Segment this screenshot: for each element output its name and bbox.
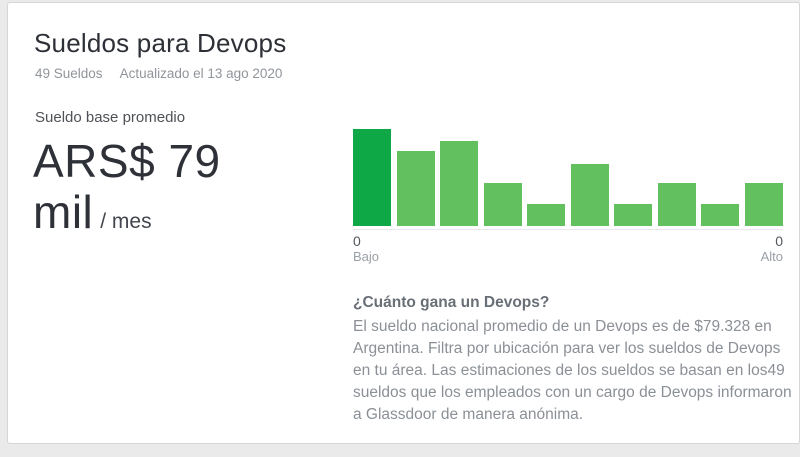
histogram-bar-7[interactable] [614, 204, 653, 226]
chart-axis-line [353, 229, 783, 230]
salary-distribution-chart: 0 0 Bajo Alto [353, 129, 783, 264]
salary-base-label: Sueldo base promedio [35, 109, 186, 126]
page-title: Sueldos para Devops [34, 28, 287, 58]
salary-per-month: / mes [100, 210, 152, 233]
meta-row: 49 Sueldos Actualizado el 13 ago 2020 [35, 66, 282, 81]
histogram-bar-1[interactable] [353, 129, 391, 226]
salary-histogram [353, 129, 783, 226]
about-heading: ¿Cuánto gana un Devops? [353, 294, 550, 311]
histogram-bar-6[interactable] [570, 164, 609, 226]
axis-low-label: Bajo [353, 249, 380, 264]
axis-high-label: Alto [760, 249, 783, 264]
histogram-bar-3[interactable] [440, 141, 479, 226]
chart-axis-values: 0 0 [353, 233, 783, 249]
histogram-bar-5[interactable] [527, 204, 566, 226]
average-salary-amount: ARS$ 79 mil / mes [33, 136, 221, 247]
salary-amount-line2: mil / mes [33, 187, 221, 247]
histogram-bar-2[interactable] [396, 151, 435, 226]
salary-card: Sueldos para Devops 49 Sueldos Actualiza… [7, 2, 800, 444]
histogram-bar-4[interactable] [483, 183, 522, 226]
histogram-bar-8[interactable] [657, 183, 696, 226]
salary-amount-line1: ARS$ 79 [33, 135, 221, 187]
axis-low-value: 0 [353, 233, 361, 249]
histogram-bar-10[interactable] [744, 183, 783, 226]
salary-count: 49 Sueldos [35, 66, 103, 81]
chart-axis-labels: Bajo Alto [353, 249, 783, 264]
about-section: ¿Cuánto gana un Devops? El sueldo nacion… [353, 294, 800, 426]
updated-date: Actualizado el 13 ago 2020 [119, 66, 283, 81]
about-body: El sueldo nacional promedio de un Devops… [353, 318, 792, 423]
salary-amount-mil: mil [33, 186, 94, 238]
axis-high-value: 0 [775, 233, 783, 249]
histogram-bar-9[interactable] [701, 204, 740, 226]
